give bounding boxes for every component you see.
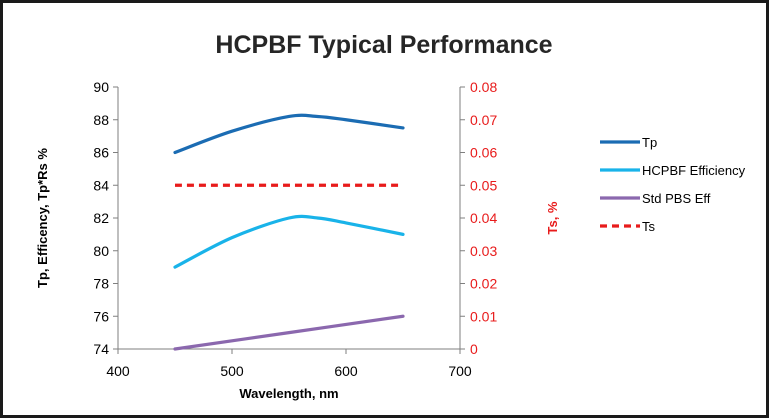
x-tick-label: 600 [334, 363, 358, 379]
y-tick-label: 78 [93, 276, 109, 292]
x-tick-label: 400 [106, 363, 130, 379]
series-line-tp [173, 113, 405, 155]
legend: Tp HCPBF Efficiency Std PBS Eff Ts [600, 135, 746, 234]
x-axis-title: Wavelength, nm [239, 386, 338, 401]
y2-tick-label: 0.05 [470, 177, 497, 193]
series-line-std-pbs-eff [173, 314, 405, 351]
y-tick-label: 88 [93, 112, 109, 128]
y-tick-label: 82 [93, 210, 109, 226]
y-tick-label: 86 [93, 145, 109, 161]
y2-tick-label: 0.08 [470, 79, 497, 95]
y2-axis-title: Ts, % [545, 201, 560, 234]
series-line-hcpbf-efficiency [173, 214, 405, 269]
y2-tick-label: 0.07 [470, 112, 497, 128]
x-tick-label: 700 [448, 363, 472, 379]
y-tick-label: 74 [93, 341, 109, 357]
y2-tick-label: 0.03 [470, 243, 497, 259]
y2-tick-label: 0.01 [470, 308, 497, 324]
y-tick-label: 76 [93, 308, 109, 324]
y2-tick-label: 0.04 [470, 210, 497, 226]
y-tick-label: 90 [93, 79, 109, 95]
x-tick-label: 500 [220, 363, 244, 379]
y2-tick-label: 0.02 [470, 276, 497, 292]
y-tick-label: 80 [93, 243, 109, 259]
legend-label-std-pbs-eff: Std PBS Eff [642, 191, 711, 206]
legend-label-tp: Tp [642, 135, 657, 150]
y-axis-title: Tp, Efficency, Tp*Rs % [35, 148, 50, 288]
y2-tick-label: 0.06 [470, 145, 497, 161]
plot-area: 90 88 86 84 82 80 78 76 74 0.08 0.07 0.06 0.05 0.04 0.… [93, 79, 497, 379]
y2-tick-label: 0 [470, 341, 478, 357]
y-tick-label: 84 [93, 177, 109, 193]
chart-title: HCPBF Typical Performance [215, 31, 552, 59]
legend-label-ts: Ts [642, 219, 656, 234]
legend-label-hcpbf-efficiency: HCPBF Efficiency [642, 163, 746, 178]
